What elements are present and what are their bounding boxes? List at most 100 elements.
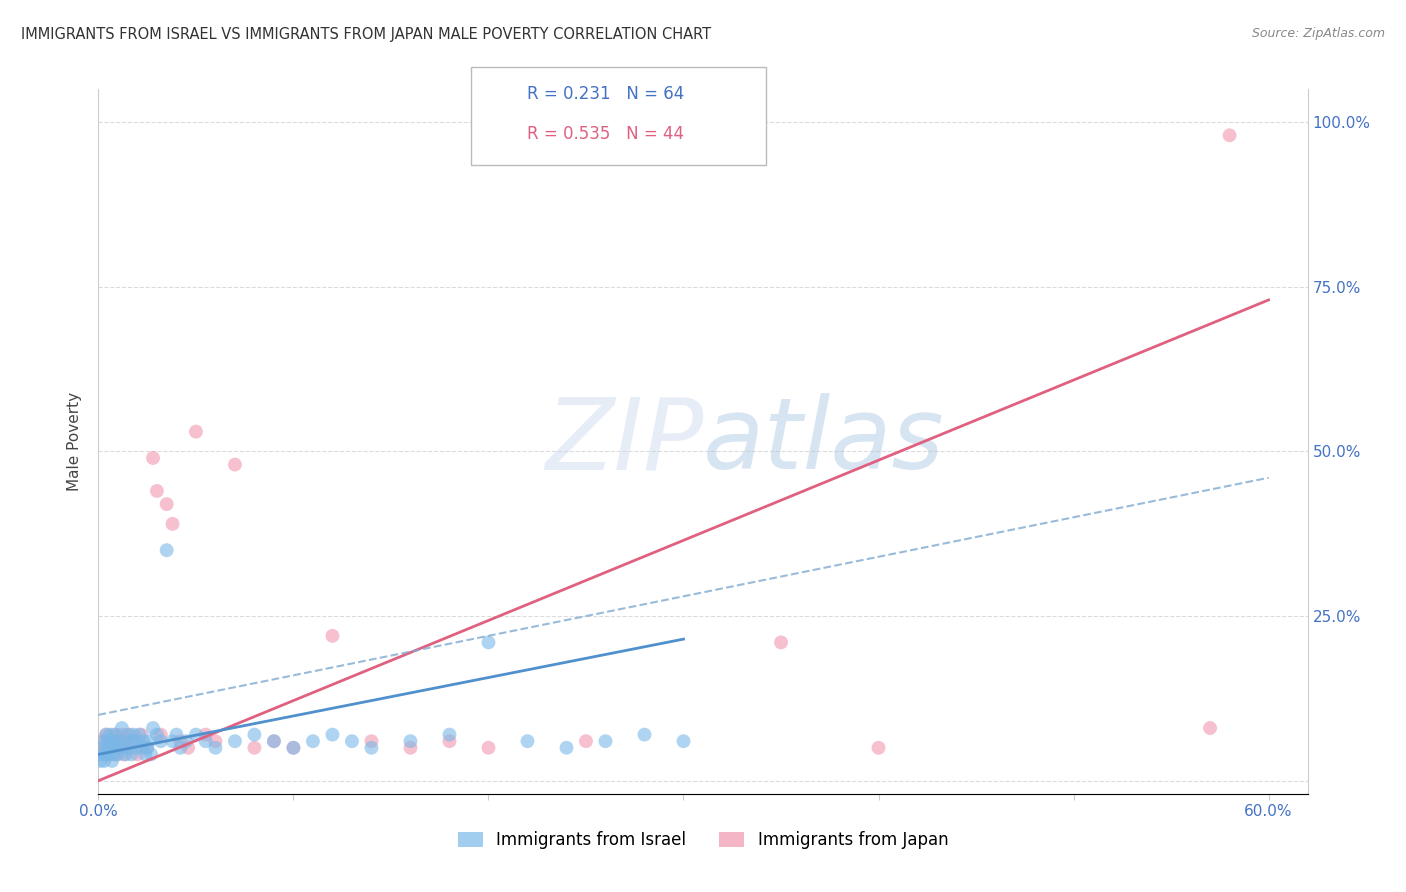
Point (149, 734, 172, 748)
Point (204, 740, 226, 755)
Point (146, 483, 169, 498)
Point (96, 728, 118, 742)
Text: R = 0.231   N = 64: R = 0.231 N = 64 (527, 85, 685, 103)
Point (360, 740, 382, 755)
Point (114, 734, 136, 748)
Point (439, 728, 461, 742)
Y-axis label: Male Poverty: Male Poverty (67, 392, 83, 491)
Point (91, 747, 114, 762)
Point (107, 734, 129, 748)
Point (97, 734, 120, 748)
Point (117, 740, 139, 755)
Point (93, 734, 115, 748)
Text: ZIP: ZIP (544, 393, 703, 490)
Point (302, 734, 325, 748)
Point (204, 734, 226, 748)
Point (156, 497, 179, 511)
Point (136, 740, 159, 755)
Point (194, 728, 217, 742)
Legend: Immigrants from Israel, Immigrants from Japan: Immigrants from Israel, Immigrants from … (451, 825, 955, 856)
Point (263, 734, 285, 748)
Point (96, 747, 118, 762)
Text: R = 0.535   N = 44: R = 0.535 N = 44 (527, 125, 685, 143)
Point (98, 747, 121, 762)
Point (439, 734, 461, 748)
Point (633, 728, 655, 742)
Point (595, 734, 617, 748)
Point (91, 740, 114, 755)
Point (107, 747, 129, 762)
Point (132, 734, 155, 748)
Point (575, 734, 598, 748)
Point (142, 450, 165, 465)
Point (321, 728, 343, 742)
Point (93, 754, 115, 768)
Point (360, 734, 382, 748)
Text: IMMIGRANTS FROM ISRAEL VS IMMIGRANTS FROM JAPAN MALE POVERTY CORRELATION CHART: IMMIGRANTS FROM ISRAEL VS IMMIGRANTS FRO… (21, 27, 711, 42)
Point (104, 740, 127, 755)
Point (89, 754, 111, 768)
Point (112, 734, 135, 748)
Point (98, 728, 121, 742)
Point (162, 734, 184, 748)
Point (174, 734, 197, 748)
Point (138, 734, 160, 748)
Point (769, 635, 792, 649)
Point (477, 740, 499, 755)
Point (127, 747, 149, 762)
Text: Source: ZipAtlas.com: Source: ZipAtlas.com (1251, 27, 1385, 40)
Point (98, 734, 121, 748)
Point (117, 728, 139, 742)
Point (111, 728, 134, 742)
Point (103, 728, 125, 742)
Point (114, 747, 136, 762)
Point (93, 740, 115, 755)
Point (136, 740, 159, 755)
Point (1219, 128, 1241, 143)
Point (868, 740, 890, 755)
Point (89, 747, 111, 762)
Point (101, 754, 124, 768)
Point (108, 740, 131, 755)
Point (104, 728, 127, 742)
Point (184, 728, 207, 742)
Point (165, 728, 187, 742)
Point (194, 734, 217, 748)
Point (118, 728, 141, 742)
Point (104, 747, 127, 762)
Point (169, 734, 191, 748)
Point (477, 635, 499, 649)
Point (103, 747, 125, 762)
Point (96, 728, 118, 742)
Point (134, 747, 156, 762)
Point (169, 740, 191, 755)
Point (121, 747, 143, 762)
Point (243, 728, 266, 742)
Point (139, 747, 162, 762)
Point (91, 734, 114, 748)
Point (112, 747, 135, 762)
Point (101, 740, 124, 755)
Point (103, 734, 125, 748)
Point (340, 734, 363, 748)
Point (111, 721, 134, 735)
Point (131, 728, 153, 742)
Point (162, 516, 184, 531)
Point (156, 543, 179, 558)
Point (146, 728, 169, 742)
Point (108, 740, 131, 755)
Point (118, 734, 141, 748)
Text: atlas: atlas (703, 393, 945, 490)
Point (283, 740, 305, 755)
Point (243, 740, 266, 755)
Point (149, 728, 172, 742)
Point (555, 740, 578, 755)
Point (131, 740, 153, 755)
Point (177, 740, 200, 755)
Point (321, 629, 343, 643)
Point (399, 734, 422, 748)
Point (128, 728, 150, 742)
Point (107, 734, 129, 748)
Point (124, 740, 146, 755)
Point (224, 458, 246, 472)
